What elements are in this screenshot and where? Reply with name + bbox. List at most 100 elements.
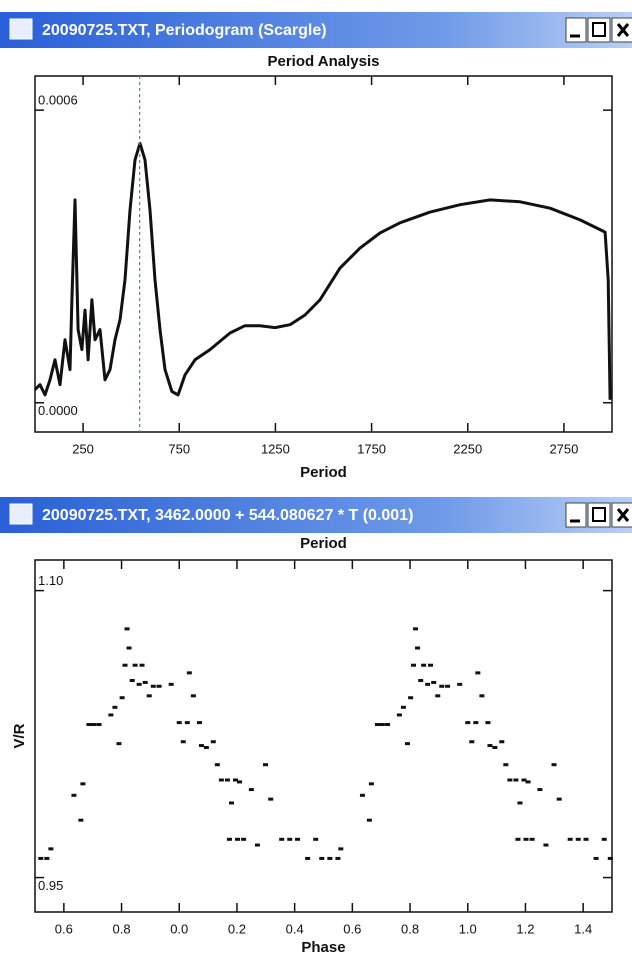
window-buttons[interactable] bbox=[565, 17, 632, 43]
data-point bbox=[96, 723, 102, 727]
periodogram-line bbox=[33, 141, 612, 400]
y-tick-label: 0.0006 bbox=[38, 93, 78, 108]
data-point bbox=[196, 721, 202, 725]
data-point bbox=[366, 818, 372, 822]
data-point bbox=[287, 837, 293, 841]
data-point bbox=[184, 721, 190, 725]
window-title: 20090725.TXT, Periodogram (Scargle) bbox=[42, 22, 327, 39]
x-tick-label: 0.8 bbox=[113, 921, 131, 936]
data-point bbox=[233, 778, 239, 782]
data-point bbox=[226, 837, 232, 841]
data-point bbox=[91, 723, 97, 727]
data-point bbox=[537, 788, 543, 792]
data-point bbox=[136, 682, 142, 686]
data-point bbox=[469, 740, 475, 744]
y-tick-label: 0.0000 bbox=[38, 403, 78, 418]
data-point bbox=[186, 671, 192, 675]
chart-title: Period bbox=[300, 535, 347, 552]
window-buttons[interactable] bbox=[565, 502, 632, 528]
data-point bbox=[485, 721, 491, 725]
data-point bbox=[439, 684, 445, 688]
data-point bbox=[146, 694, 152, 698]
data-point bbox=[327, 856, 333, 860]
window-icon bbox=[9, 503, 33, 525]
data-point bbox=[235, 837, 241, 841]
data-point bbox=[523, 837, 529, 841]
maximize-button[interactable] bbox=[587, 502, 611, 528]
data-point bbox=[521, 778, 527, 782]
data-point bbox=[575, 837, 581, 841]
data-point bbox=[268, 797, 274, 801]
data-point bbox=[198, 744, 204, 748]
x-tick-label: 0.2 bbox=[228, 921, 246, 936]
minimize-button[interactable] bbox=[565, 17, 587, 43]
data-point bbox=[180, 740, 186, 744]
chart-title: Period Analysis bbox=[268, 53, 380, 70]
data-point bbox=[248, 788, 254, 792]
data-point bbox=[475, 671, 481, 675]
data-point bbox=[126, 646, 132, 650]
data-point bbox=[132, 663, 138, 667]
data-point bbox=[529, 837, 535, 841]
data-point bbox=[313, 837, 319, 841]
x-tick-label: 0.6 bbox=[55, 921, 73, 936]
data-point bbox=[400, 705, 406, 709]
title-bar bbox=[0, 497, 632, 533]
data-point bbox=[607, 856, 613, 860]
x-tick-label: 750 bbox=[168, 441, 190, 456]
y-tick-label: 0.95 bbox=[38, 878, 63, 893]
x-tick-label: 2250 bbox=[453, 441, 482, 456]
data-point bbox=[119, 696, 125, 700]
plot-frame bbox=[34, 75, 613, 433]
data-point bbox=[190, 694, 196, 698]
close-glyph bbox=[616, 23, 630, 37]
data-point bbox=[218, 778, 224, 782]
data-point bbox=[385, 723, 391, 727]
x-tick-label: 1.2 bbox=[516, 921, 534, 936]
x-tick-label: 0.8 bbox=[401, 921, 419, 936]
minimize-button[interactable] bbox=[565, 502, 587, 528]
data-point bbox=[150, 684, 156, 688]
data-point bbox=[116, 742, 122, 746]
data-point bbox=[210, 740, 216, 744]
data-point bbox=[517, 801, 523, 805]
data-point bbox=[214, 763, 220, 767]
data-point bbox=[48, 847, 54, 851]
data-point bbox=[139, 663, 145, 667]
data-point bbox=[543, 843, 549, 847]
x-tick-label: 1750 bbox=[357, 441, 386, 456]
data-point bbox=[411, 663, 417, 667]
x-axis-label: Phase bbox=[301, 939, 345, 956]
data-point bbox=[445, 684, 451, 688]
data-point bbox=[413, 627, 419, 631]
data-point bbox=[305, 856, 311, 860]
data-point bbox=[435, 694, 441, 698]
data-point bbox=[428, 663, 434, 667]
data-point bbox=[567, 837, 573, 841]
data-point bbox=[551, 763, 557, 767]
maximize-glyph bbox=[592, 507, 606, 522]
data-point bbox=[108, 713, 114, 717]
data-point bbox=[379, 723, 385, 727]
data-point bbox=[492, 745, 498, 749]
data-point bbox=[295, 837, 301, 841]
data-point bbox=[228, 801, 234, 805]
data-point bbox=[319, 856, 325, 860]
x-tick-label: 2750 bbox=[549, 441, 578, 456]
data-point bbox=[122, 663, 128, 667]
maximize-glyph bbox=[592, 22, 606, 37]
x-axis-label: Period bbox=[300, 464, 347, 481]
x-tick-label: 1250 bbox=[261, 441, 290, 456]
data-point bbox=[408, 696, 414, 700]
data-point bbox=[415, 646, 421, 650]
title-bar bbox=[0, 12, 632, 48]
data-point bbox=[465, 721, 471, 725]
data-point bbox=[38, 856, 44, 860]
data-point bbox=[421, 663, 427, 667]
data-point bbox=[368, 782, 374, 786]
x-tick-label: 0.4 bbox=[286, 921, 304, 936]
data-point bbox=[112, 705, 118, 709]
maximize-button[interactable] bbox=[587, 17, 611, 43]
